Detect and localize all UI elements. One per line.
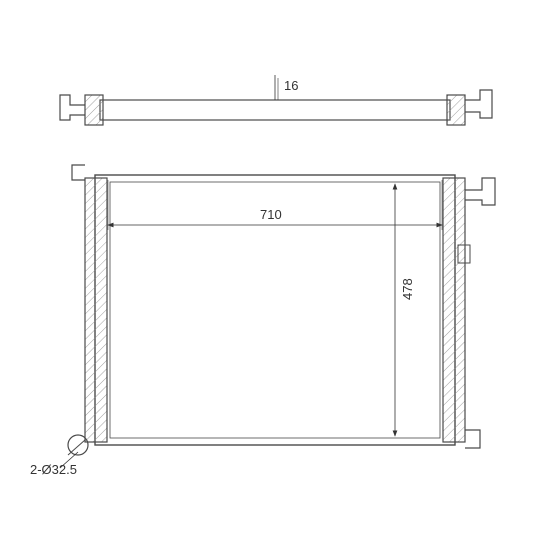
top-view — [60, 70, 492, 125]
dim-width: 710 — [260, 207, 282, 222]
dim-height: 478 — [400, 278, 415, 300]
dim-thickness: 16 — [284, 78, 298, 93]
technical-drawing — [0, 0, 550, 550]
dim-port: 2-Ø32.5 — [30, 462, 77, 477]
